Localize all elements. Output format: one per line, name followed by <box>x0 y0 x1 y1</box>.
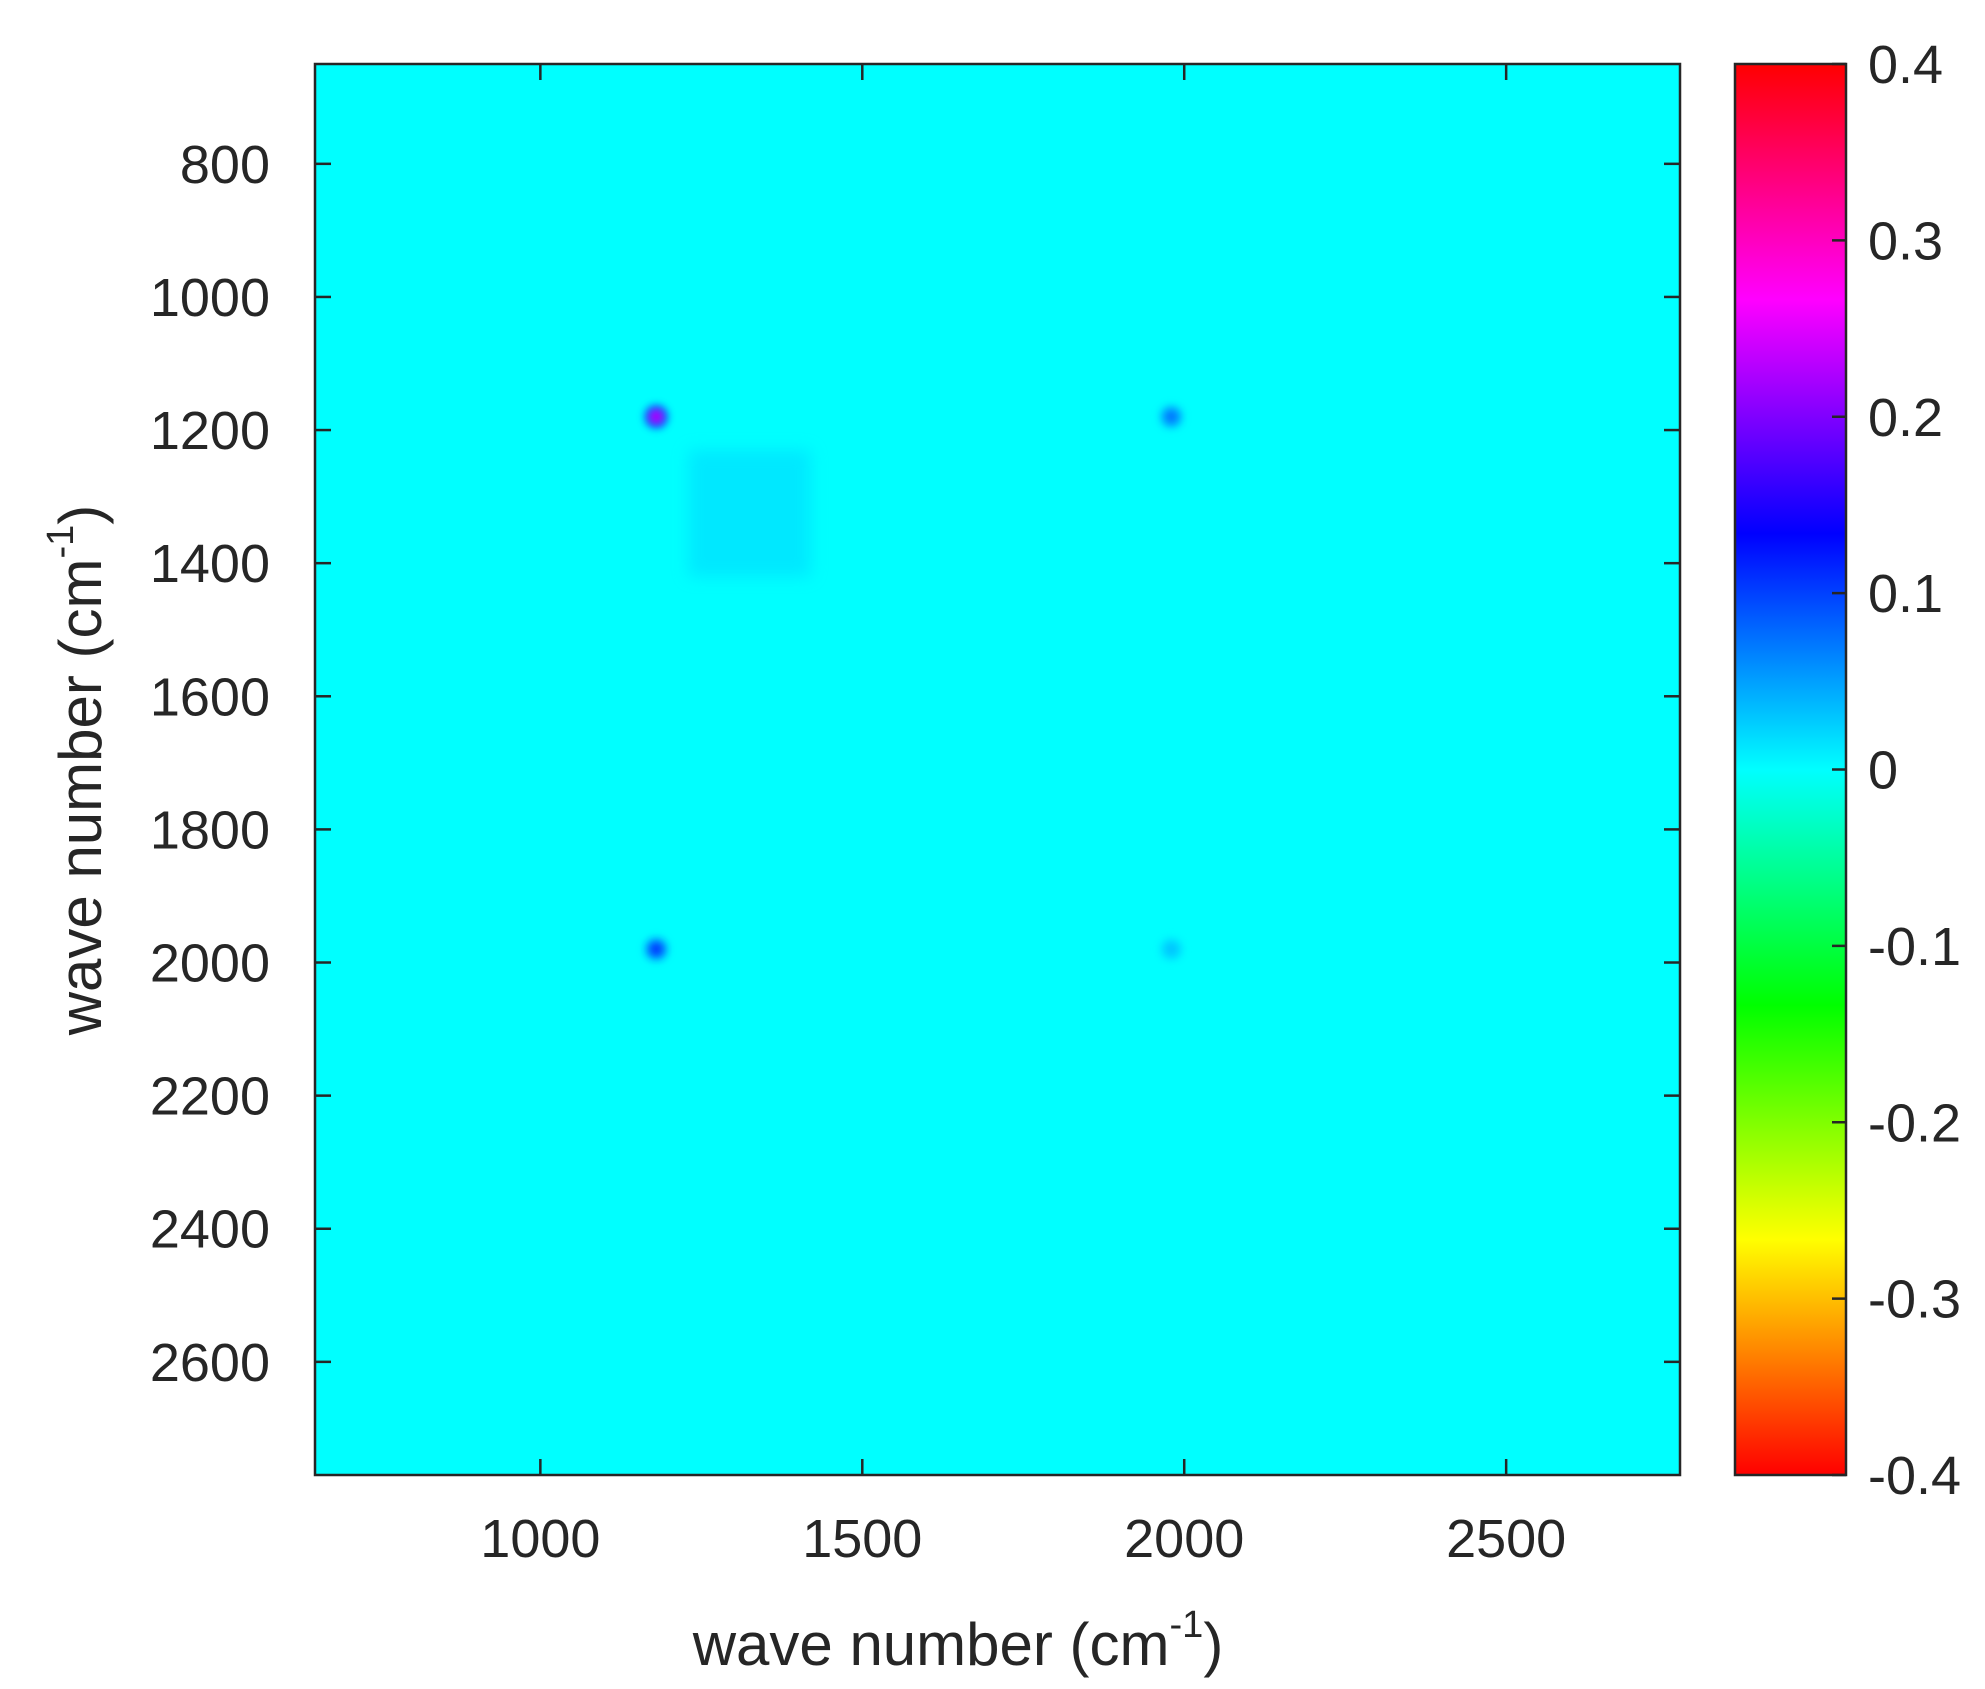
y-axis-ticks: 800 1000 1200 1400 1600 1800 2000 2200 2400 2600 <box>150 135 1680 1393</box>
x-axis-label-text: wave number (cm <box>692 1611 1170 1678</box>
plot-frame <box>313 62 1682 1477</box>
y-tick-label: 1800 <box>150 800 270 860</box>
y-tick-label: 800 <box>180 135 270 195</box>
x-tick-label: 2500 <box>1446 1509 1566 1569</box>
x-tick-label: 2000 <box>1124 1509 1244 1569</box>
y-tick-label: 1400 <box>150 534 270 594</box>
heatmap-background <box>315 64 1680 1475</box>
colorbar-tick-label: 0.2 <box>1868 388 1943 448</box>
y-tick-label: 1200 <box>150 401 270 461</box>
y-tick-label: 2600 <box>150 1333 270 1393</box>
y-axis-label-text: wave number (cm <box>47 558 114 1036</box>
heatmap-peak-2 <box>648 941 664 957</box>
colorbar-tick-label: -0.3 <box>1868 1270 1961 1330</box>
heatmap-features <box>315 64 1680 1475</box>
y-tick-label: 1000 <box>150 268 270 328</box>
heatmap-region-4 <box>688 450 811 577</box>
y-tick-label: 2400 <box>150 1200 270 1260</box>
x-axis-label-superscript: -1 <box>1170 1604 1204 1646</box>
colorbar-tick-label: -0.4 <box>1868 1446 1961 1506</box>
x-axis-label-close: ) <box>1203 1611 1223 1678</box>
colorbar-tick-label: -0.1 <box>1868 917 1961 977</box>
colorbar <box>1733 62 1848 1477</box>
x-tick-label: 1000 <box>480 1509 600 1569</box>
colorbar-tick-label: -0.2 <box>1868 1093 1961 1153</box>
colorbar-tick-label: 0.4 <box>1868 35 1943 95</box>
colorbar-tick-label: 0.1 <box>1868 564 1943 624</box>
colorbar-tick-label: 0.3 <box>1868 211 1943 271</box>
y-tick-label: 2000 <box>150 934 270 994</box>
y-tick-label: 1600 <box>150 667 270 727</box>
heatmap-peak-1 <box>1163 409 1180 425</box>
colorbar-tick-label: 0 <box>1868 741 1898 801</box>
y-tick-label: 2200 <box>150 1067 270 1127</box>
y-axis-label: wave number (cm-1) <box>40 505 114 1037</box>
y-axis-label-superscript: -1 <box>40 525 82 559</box>
x-axis-label: wave number (cm-1) <box>692 1604 1224 1678</box>
heatmap-peak-3 <box>1163 941 1180 957</box>
x-axis-ticks: 1000 1500 2000 2500 <box>480 64 1566 1569</box>
x-tick-label: 1500 <box>802 1509 922 1569</box>
colorbar-ticks: 0.4 0.3 0.2 0.1 0 -0.1 -0.2 -0.3 -0.4 <box>1832 35 1961 1506</box>
heatmap-peak-0 <box>648 409 664 425</box>
y-axis-label-close: ) <box>47 505 114 525</box>
